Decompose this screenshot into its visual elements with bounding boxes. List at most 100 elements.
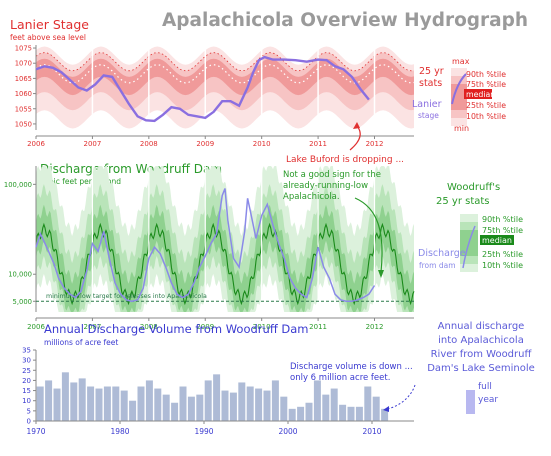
volume-chart-subtitle: millions of acre feet xyxy=(44,338,118,347)
volume-x-tick-label: 1990 xyxy=(194,427,213,436)
discharge-band-inner xyxy=(36,204,414,312)
volume-bar xyxy=(45,380,53,421)
volume-bar xyxy=(70,382,78,421)
discharge-legend-median: median xyxy=(482,236,512,245)
discharge-legend-title-1: Woodruff's xyxy=(447,182,500,193)
stage-legend-pct75: 75th %tile xyxy=(466,80,506,89)
stage-x-tick-label: 2011 xyxy=(309,140,327,148)
stage-y-tick-label: 1065 xyxy=(15,75,32,83)
volume-bar xyxy=(347,406,355,421)
volume-bar xyxy=(372,396,380,421)
discharge-legend-pct75: 75th %tile xyxy=(482,226,523,235)
stage-legend-median: median xyxy=(466,90,495,99)
stage-legend-stats-1: 25 yr xyxy=(419,66,444,77)
volume-y-tick-label: 35 xyxy=(22,347,31,355)
discharge-year-dividers xyxy=(91,166,376,312)
volume-legend-bar-label-1: full xyxy=(478,382,492,392)
stage-x-tick-label: 2007 xyxy=(84,140,102,148)
stage-y-axis: 1050 1055 1060 1065 1070 1075 xyxy=(15,45,37,130)
volume-y-tick-label: 0 xyxy=(27,418,31,426)
volume-bar-chart: Annual Discharge Volume from Woodruff Da… xyxy=(22,322,414,436)
volume-x-tick-label: 1970 xyxy=(26,427,45,436)
volume-legend-bar-label-2: year xyxy=(478,395,498,405)
stage-x-tick-label: 2010 xyxy=(253,140,271,148)
discharge-legend-pct90: 90th %tile xyxy=(482,215,523,224)
woodruff-arrowhead xyxy=(378,270,384,278)
discharge-legend-median-box xyxy=(480,235,514,245)
discharge-median-line xyxy=(35,222,415,306)
volume-bar xyxy=(355,406,363,421)
stage-y-tick-label: 1075 xyxy=(15,45,32,53)
volume-bar xyxy=(297,406,305,421)
stage-median-line xyxy=(35,64,415,84)
discharge-x-tick-label: 2010 xyxy=(253,323,271,331)
discharge-chart-subtitle: cubic feet per second xyxy=(40,177,121,186)
volume-legend-line-4: Dam's Lake Seminole xyxy=(427,363,535,374)
volume-arrow xyxy=(385,384,416,410)
volume-bar xyxy=(364,386,372,421)
volume-annotation-line-1: Discharge volume is down ... xyxy=(290,362,413,372)
discharge-chart-title: Discharge from Woodruff Dam xyxy=(40,162,222,176)
volume-bar xyxy=(171,402,179,421)
stage-legend: max 25 yr stats median 90th %tile 75th %… xyxy=(412,57,506,133)
stage-legend-pct25: 25th %tile xyxy=(466,101,506,110)
stage-chart-subtitle: feet above sea level xyxy=(10,33,86,42)
discharge-x-axis: 2006 2007 2008 2009 2010 2011 2012 xyxy=(27,317,414,331)
volume-bar xyxy=(238,382,246,421)
volume-y-tick-label: 10 xyxy=(22,397,31,405)
woodruff-arrow xyxy=(354,197,383,273)
stage-band-inner xyxy=(36,58,414,96)
discharge-x-tick-label: 2007 xyxy=(84,323,102,331)
discharge-legend-title-2: 25 yr stats xyxy=(436,196,490,207)
volume-bar xyxy=(103,386,111,421)
volume-y-axis: 0 5 10 15 20 25 30 35 xyxy=(22,347,37,426)
discharge-series-line xyxy=(35,188,376,303)
volume-bar xyxy=(61,372,69,421)
stage-x-tick-label: 2009 xyxy=(196,140,214,148)
discharge-legend-series-2: from dam xyxy=(419,261,456,270)
volume-bar xyxy=(204,380,212,421)
volume-y-tick-label: 5 xyxy=(27,407,31,415)
volume-bar xyxy=(95,388,103,421)
discharge-y-tick-label: 10,000 xyxy=(8,271,32,279)
volume-bar xyxy=(221,390,229,421)
stage-x-tick-label: 2012 xyxy=(366,140,384,148)
volume-bar xyxy=(381,408,389,421)
volume-bar xyxy=(137,386,145,421)
stage-series-line xyxy=(35,55,370,123)
woodruff-annotation: Not a good sign for the already-running-… xyxy=(283,170,384,278)
discharge-percentile-bands xyxy=(35,166,415,312)
volume-x-axis: 1970 1980 1990 2000 2010 xyxy=(26,420,414,436)
discharge-x-tick-label: 2011 xyxy=(309,323,327,331)
stage-legend-pct90: 90th %tile xyxy=(466,70,506,79)
min-flow-label: minimum flow target for releases into Ap… xyxy=(46,293,207,300)
lanier-stage-chart: Lanier Stage feet above sea level 105010… xyxy=(10,17,415,148)
discharge-legend-series-1: Discharge xyxy=(418,248,466,259)
volume-bar xyxy=(154,388,162,421)
discharge-x-tick-label: 2009 xyxy=(196,323,214,331)
volume-bar xyxy=(280,396,288,421)
volume-arrowhead xyxy=(383,406,389,412)
stage-y-tick-label: 1060 xyxy=(15,90,32,98)
volume-legend-line-2: into Apalachicola xyxy=(438,335,524,346)
volume-y-tick-label: 20 xyxy=(22,377,31,385)
volume-bar xyxy=(305,402,313,421)
volume-bar xyxy=(187,396,195,421)
stage-legend-series-2: stage xyxy=(418,111,439,120)
stage-legend-stats-2: stats xyxy=(419,78,442,89)
volume-bar xyxy=(246,386,254,421)
woodruff-annotation-line-3: Apalachicola. xyxy=(283,192,340,202)
woodruff-annotation-line-2: already-running-low xyxy=(283,181,368,191)
stage-legend-max: max xyxy=(452,57,470,66)
volume-bar xyxy=(196,394,204,421)
volume-legend-bar-swatch xyxy=(466,390,475,414)
stage-legend-pct10: 10th %tile xyxy=(466,112,506,121)
volume-bar xyxy=(36,386,44,421)
discharge-y-tick-label: 100,000 xyxy=(4,181,32,189)
volume-chart-title: Annual Discharge Volume from Woodruff Da… xyxy=(44,322,309,336)
volume-annotation: Discharge volume is down ... only 6 mill… xyxy=(290,362,416,412)
discharge-legend-pct10: 10th %tile xyxy=(482,261,523,270)
stage-legend-sample-line xyxy=(451,73,467,105)
volume-bars xyxy=(36,372,389,421)
